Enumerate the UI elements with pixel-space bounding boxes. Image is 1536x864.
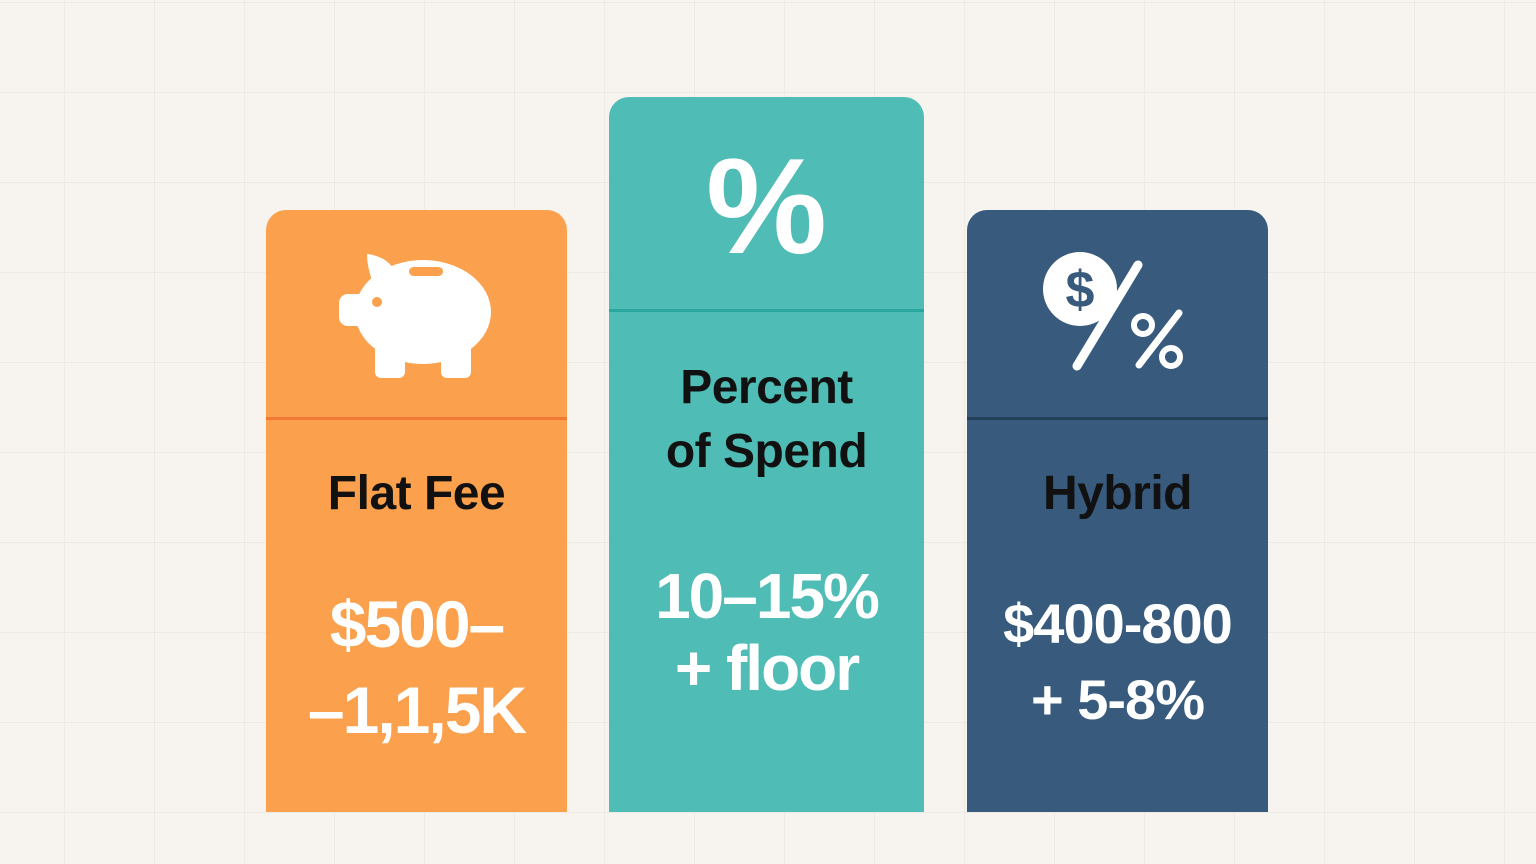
percent-of-spend-price: 10–15% + floor — [609, 560, 924, 704]
percent-of-spend-card: % Percent of Spend 10–15% + floor — [609, 97, 924, 812]
percent-of-spend-price-line-2: + floor — [674, 632, 860, 704]
hybrid-icon-area: $ — [967, 210, 1268, 417]
hybrid-price-line-1: $400-800 — [1003, 592, 1233, 655]
percent-of-spend-title-line-2: of Spend — [665, 425, 868, 478]
piggy-bank-icon — [338, 253, 491, 378]
flat-fee-divider — [266, 417, 567, 420]
svg-text:$: $ — [1065, 261, 1094, 319]
percent-of-spend-divider — [609, 309, 924, 312]
flat-fee-icon-area — [266, 210, 567, 417]
hybrid-price-line-2: + 5-8% — [1031, 668, 1205, 731]
hybrid-card: $ Hybrid $400-800 + 5-8% — [967, 210, 1268, 812]
percent-of-spend-price-line-1: 10–15% — [655, 560, 880, 632]
percent-icon: % — [706, 130, 827, 282]
flat-fee-price-line-2: –1,1,5K — [307, 673, 527, 747]
percent-of-spend-title-line-1: Percent — [680, 361, 853, 414]
flat-fee-price-line-1: $500– — [329, 587, 506, 661]
percent-of-spend-title: Percent of Spend — [609, 356, 924, 484]
flat-fee-card: Flat Fee $500– –1,1,5K — [266, 210, 567, 812]
hybrid-title: Hybrid — [1042, 467, 1193, 520]
percent-of-spend-icon-area: % — [609, 97, 924, 309]
dollar-percent-icon: $ — [1042, 251, 1183, 370]
flat-fee-title: Flat Fee — [327, 467, 506, 520]
hybrid-price: $400-800 + 5-8% — [967, 586, 1268, 738]
flat-fee-price: $500– –1,1,5K — [266, 581, 567, 753]
hybrid-divider — [967, 417, 1268, 420]
